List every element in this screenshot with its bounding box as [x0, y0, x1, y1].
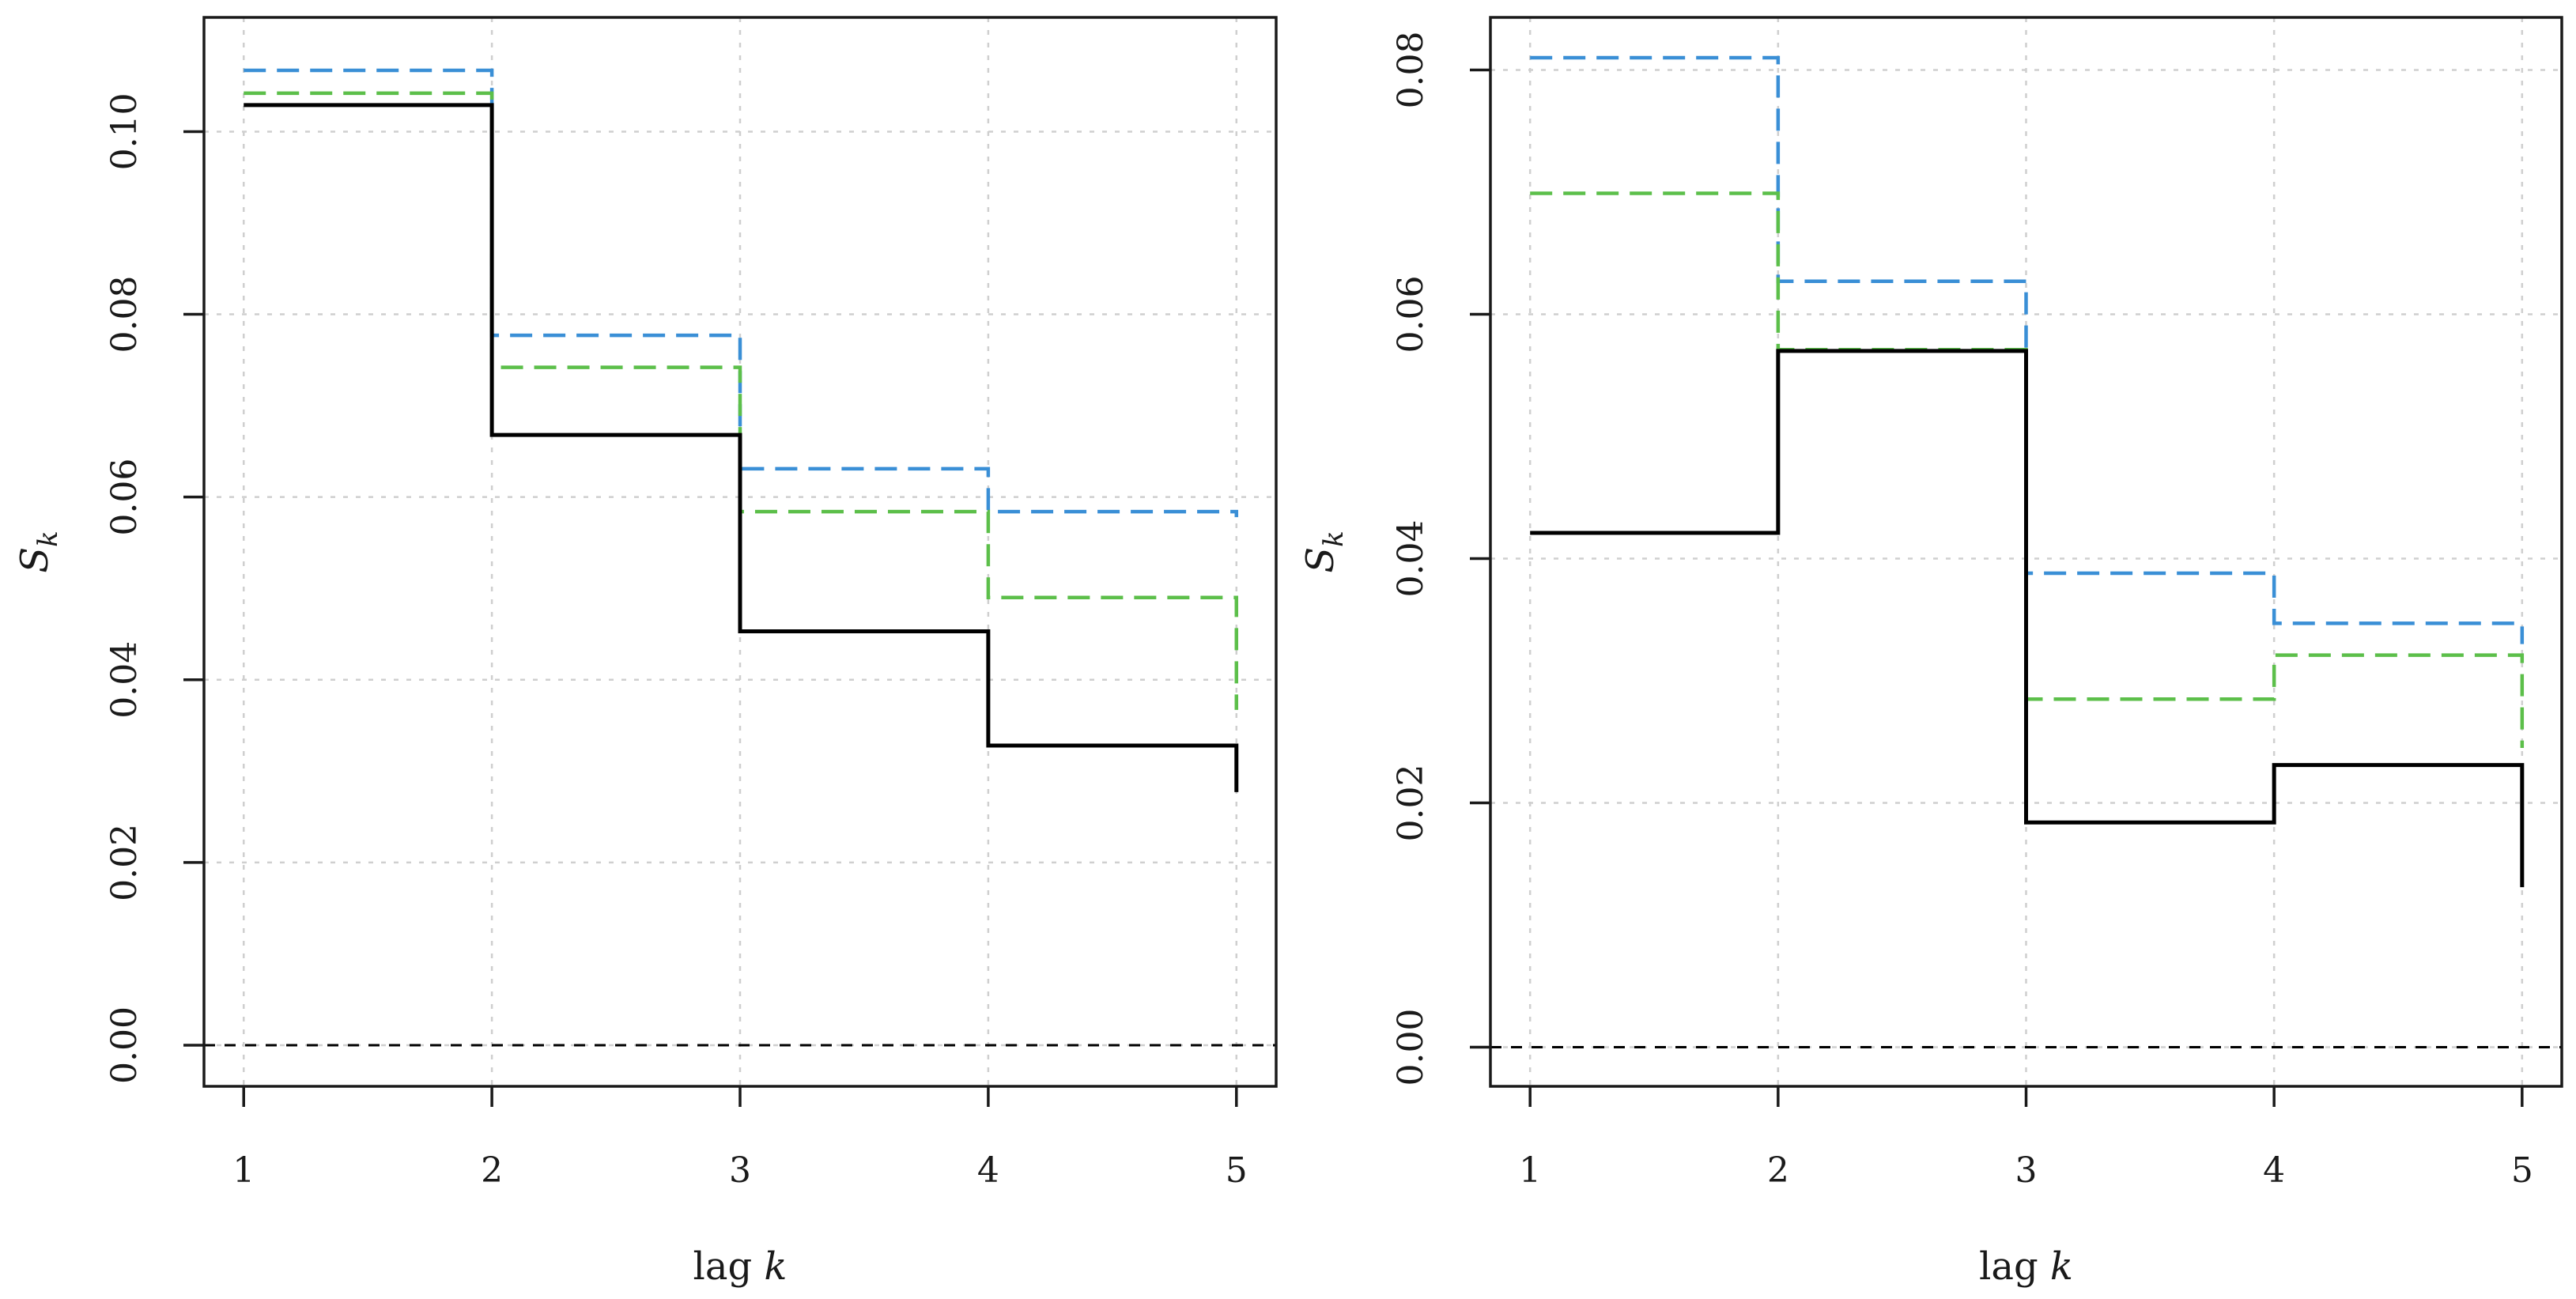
x-tick-label: 4 [977, 1150, 999, 1191]
y-axis-label-subscript: k [32, 531, 64, 547]
x-tick-label: 2 [1767, 1150, 1789, 1191]
x-axis-label-variable: k [764, 1244, 787, 1289]
y-axis-label-symbol: S [13, 547, 57, 573]
x-tick-label: 5 [1226, 1150, 1248, 1191]
y-tick-label: 0.00 [1391, 1009, 1431, 1086]
y-tick-label: 0.10 [104, 93, 145, 170]
y-tick-label: 0.04 [104, 641, 145, 719]
y-tick-label: 0.08 [104, 276, 145, 353]
y-axis-label-subscript: k [1318, 531, 1350, 547]
x-axis-label-text: lag [1979, 1244, 2050, 1289]
series-black-solid [244, 103, 1239, 792]
x-tick-label: 1 [232, 1150, 255, 1191]
y-tick-label: 0.02 [104, 824, 145, 901]
x-axis-label: lag k [693, 1244, 787, 1289]
y-tick-label: 0.00 [104, 1006, 145, 1084]
y-axis-label: Sk [1298, 531, 1350, 573]
x-tick-label: 1 [1519, 1150, 1541, 1191]
y-tick-label: 0.08 [1391, 31, 1431, 108]
x-tick-label: 4 [2263, 1150, 2285, 1191]
y-tick-label: 0.06 [1391, 275, 1431, 353]
x-tick-label: 3 [729, 1150, 751, 1191]
y-axis-label: Sk [13, 531, 64, 573]
y-tick-label: 0.06 [104, 459, 145, 536]
y-tick-label: 0.02 [1391, 765, 1431, 842]
x-tick-label: 2 [481, 1150, 503, 1191]
x-axis-label-text: lag [693, 1244, 764, 1289]
series-black-solid [1530, 349, 2525, 888]
x-tick-label: 3 [2015, 1150, 2038, 1191]
y-tick-label: 0.04 [1391, 520, 1431, 598]
x-tick-label: 5 [2511, 1150, 2533, 1191]
x-axis-label-variable: k [2050, 1244, 2073, 1289]
x-axis-label: lag k [1979, 1244, 2073, 1289]
y-axis-label-symbol: S [1298, 547, 1343, 573]
